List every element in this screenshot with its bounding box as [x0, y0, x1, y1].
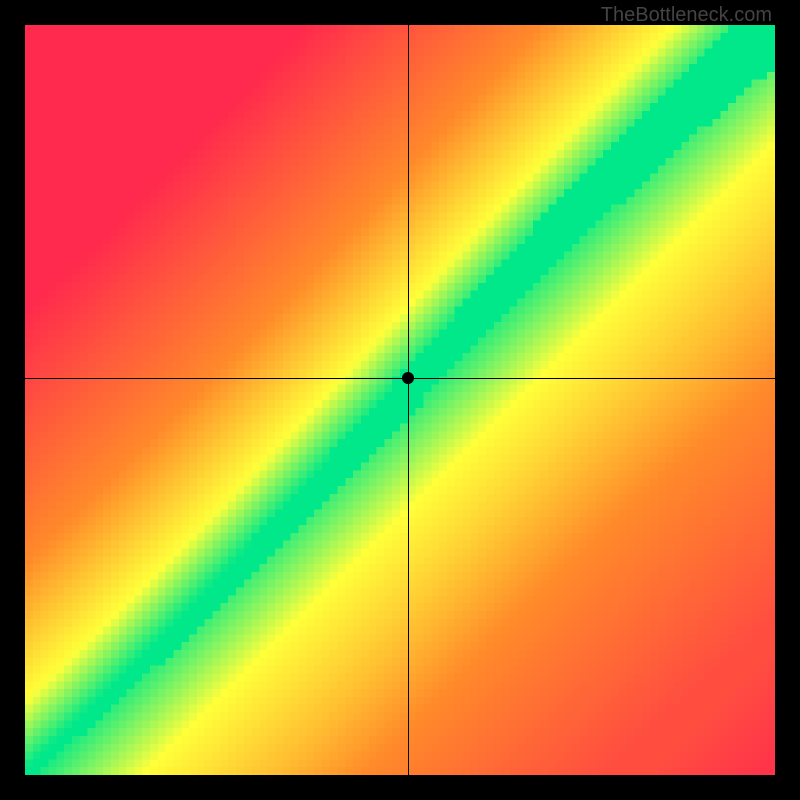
crosshair-horizontal	[25, 378, 775, 379]
watermark-text: TheBottleneck.com	[601, 4, 772, 27]
bottleneck-heatmap	[25, 25, 775, 775]
marker-dot	[402, 372, 414, 384]
crosshair-vertical	[408, 25, 409, 775]
heatmap-canvas	[25, 25, 775, 775]
